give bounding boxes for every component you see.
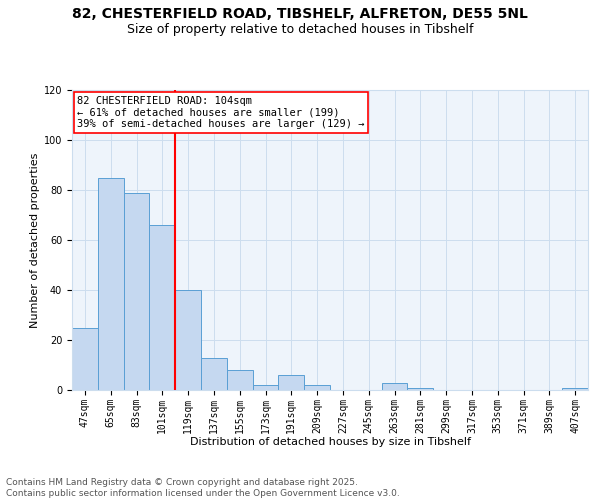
Bar [278, 375, 304, 390]
Text: Contains HM Land Registry data © Crown copyright and database right 2025.
Contai: Contains HM Land Registry data © Crown c… [6, 478, 400, 498]
Bar [304, 385, 330, 390]
Text: 82, CHESTERFIELD ROAD, TIBSHELF, ALFRETON, DE55 5NL: 82, CHESTERFIELD ROAD, TIBSHELF, ALFRETO… [72, 8, 528, 22]
Bar [175, 290, 201, 390]
Bar [407, 388, 433, 390]
X-axis label: Distribution of detached houses by size in Tibshelf: Distribution of detached houses by size … [190, 437, 470, 447]
Bar [253, 385, 278, 390]
Bar [72, 328, 98, 390]
Bar [124, 192, 149, 390]
Y-axis label: Number of detached properties: Number of detached properties [29, 152, 40, 328]
Bar [382, 382, 407, 390]
Bar [98, 178, 124, 390]
Text: Size of property relative to detached houses in Tibshelf: Size of property relative to detached ho… [127, 22, 473, 36]
Bar [227, 370, 253, 390]
Text: 82 CHESTERFIELD ROAD: 104sqm
← 61% of detached houses are smaller (199)
39% of s: 82 CHESTERFIELD ROAD: 104sqm ← 61% of de… [77, 96, 365, 129]
Bar [562, 388, 588, 390]
Bar [201, 358, 227, 390]
Bar [149, 225, 175, 390]
